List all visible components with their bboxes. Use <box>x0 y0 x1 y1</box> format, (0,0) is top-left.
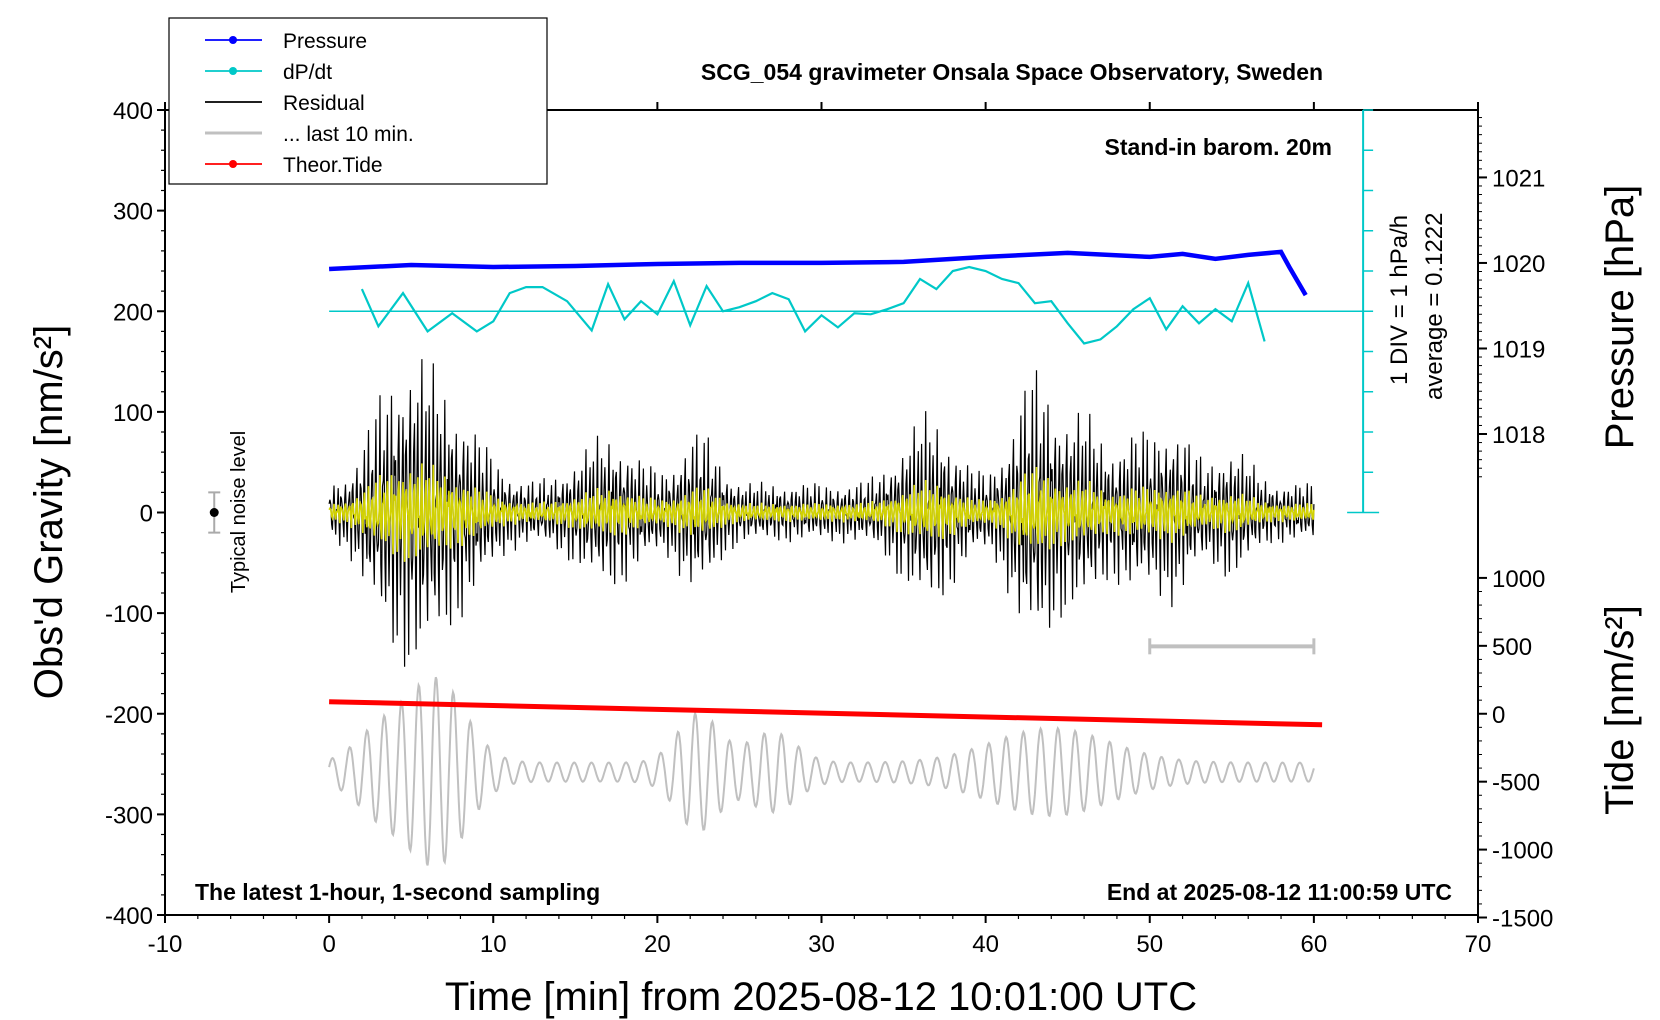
noise-level-marker <box>208 491 221 534</box>
last-10-min-bar <box>1148 638 1316 655</box>
y-tick-label: 400 <box>113 98 153 125</box>
theoretical-tide-series <box>329 699 1323 728</box>
pressure-axis: 1018 1019 1020 1021 <box>1478 117 1545 478</box>
tide-tick-label: -1000 <box>1492 838 1553 865</box>
tide-axis-title: Tide [nm/s²] <box>1598 605 1642 815</box>
x-tick-label: 0 <box>322 931 335 958</box>
legend-label-pressure: Pressure <box>283 30 367 53</box>
tide-axis: -1500 -1000 -500 0 500 1000 <box>1478 566 1553 933</box>
y-axis-left-title: Obs'd Gravity [nm/s²] <box>27 325 71 699</box>
pressure-tick-label: 1019 <box>1492 336 1545 363</box>
pressure-tick-label: 1021 <box>1492 165 1545 192</box>
x-axis-title: Time [min] from 2025-08-12 10:01:00 UTC <box>445 975 1197 1019</box>
y-tick-label: 0 <box>140 501 153 528</box>
tide-tick-label: 0 <box>1492 702 1505 729</box>
x-tick-label: 30 <box>808 931 835 958</box>
legend: Pressure dP/dt Residual ... last 10 min. The… <box>168 17 548 185</box>
residual-filtered-series <box>328 463 1315 562</box>
y-tick-label: 300 <box>113 199 153 226</box>
y-tick-label: -400 <box>105 903 153 930</box>
y-tick-label: -300 <box>105 802 153 829</box>
x-tick-label: 40 <box>972 931 999 958</box>
pressure-series <box>328 249 1308 297</box>
x-tick-label: 20 <box>644 931 671 958</box>
barometer-note: Stand-in barom. 20m <box>1105 134 1332 160</box>
tide-tick-label: -1500 <box>1492 906 1553 933</box>
legend-marker-pressure <box>229 36 237 44</box>
pressure-tick-label: 1020 <box>1492 251 1545 278</box>
y-tick-label: -100 <box>105 601 153 628</box>
noise-dot <box>209 508 219 517</box>
y-tick-label: -200 <box>105 702 153 729</box>
x-tick-label: 70 <box>1465 931 1492 958</box>
legend-label-last10: ... last 10 min. <box>283 123 414 146</box>
y-tick-label: 200 <box>113 299 153 326</box>
residual-series <box>328 359 1315 667</box>
x-tick-label: 10 <box>480 931 507 958</box>
x-tick-label: 50 <box>1136 931 1163 958</box>
x-axis: -10 0 10 20 30 40 50 60 70 <box>148 102 1492 958</box>
tide-tick-label: -500 <box>1492 770 1540 797</box>
dpdt-scale-bar <box>1347 109 1380 514</box>
tide-tick-label: 500 <box>1492 634 1532 661</box>
noise-level-label: Typical noise level <box>228 431 250 593</box>
last-10-min-series <box>328 676 1315 866</box>
legend-marker-tide <box>229 160 237 168</box>
legend-label-tide: Theor.Tide <box>283 154 383 177</box>
y-axis-left: -400 -300 -200 -100 0 100 200 300 400 <box>105 98 165 930</box>
dpdt-scale-label: 1 DIV = 1 hPa/h <box>1386 215 1413 385</box>
window-note: The latest 1-hour, 1-second sampling <box>195 879 600 905</box>
end-time-note: End at 2025-08-12 11:00:59 UTC <box>1107 879 1452 905</box>
x-tick-label: 60 <box>1301 931 1328 958</box>
legend-label-residual: Residual <box>283 92 365 115</box>
dpdt-series <box>360 265 1266 345</box>
x-tick-label: -10 <box>148 931 183 958</box>
legend-label-dpdt: dP/dt <box>283 61 332 84</box>
dpdt-average-label: average = 0.1222 <box>1421 213 1448 401</box>
legend-marker-dpdt <box>229 67 237 75</box>
y-tick-label: 100 <box>113 400 153 427</box>
legend-box <box>168 17 548 185</box>
chart-title: SCG_054 gravimeter Onsala Space Observat… <box>701 59 1323 85</box>
pressure-tick-label: 1018 <box>1492 422 1545 449</box>
pressure-axis-title: Pressure [hPa] <box>1598 185 1642 450</box>
tide-tick-label: 1000 <box>1492 566 1545 593</box>
